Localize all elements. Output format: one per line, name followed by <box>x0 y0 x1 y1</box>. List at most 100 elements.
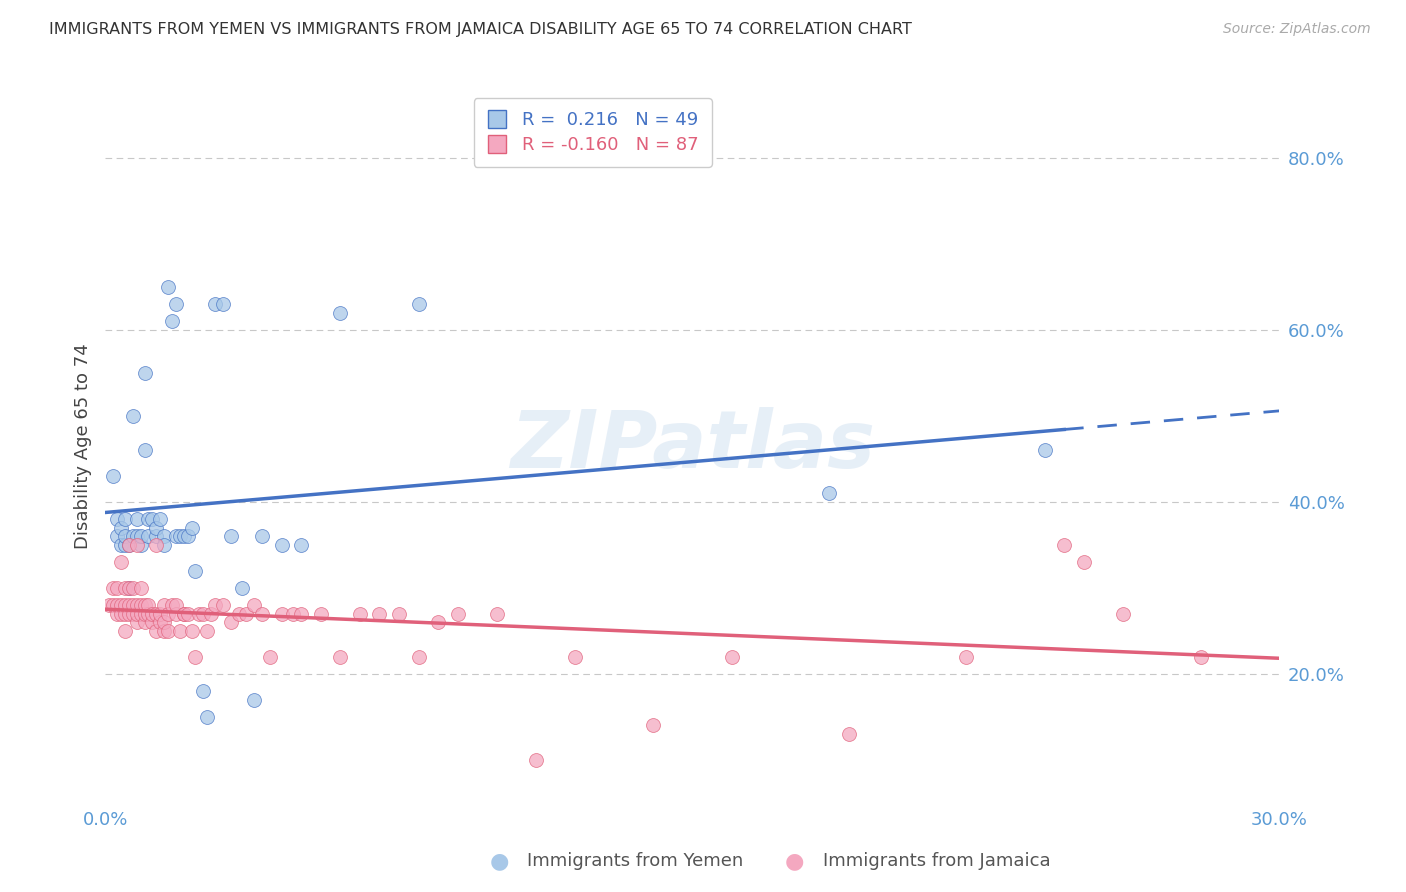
Point <box>1189 649 1212 664</box>
Point <box>169 529 191 543</box>
Point <box>446 607 468 621</box>
Point <box>176 529 198 543</box>
Point <box>103 469 125 483</box>
Point <box>427 615 450 630</box>
Point <box>1033 443 1056 458</box>
Point <box>118 538 141 552</box>
Point <box>134 607 156 621</box>
Point <box>114 607 136 621</box>
Point <box>1073 555 1095 569</box>
Point <box>114 538 136 552</box>
Point <box>103 581 125 595</box>
Point <box>157 280 180 294</box>
Point <box>145 521 167 535</box>
Point <box>204 297 226 311</box>
Legend: R =  0.216   N = 49, R = -0.160   N = 87: R = 0.216 N = 49, R = -0.160 N = 87 <box>474 98 711 167</box>
Point <box>231 581 253 595</box>
Point <box>157 624 180 638</box>
Point <box>250 529 273 543</box>
Point <box>211 598 233 612</box>
Point <box>165 529 187 543</box>
Point <box>228 607 250 621</box>
Point <box>125 615 148 630</box>
Point <box>180 624 202 638</box>
Point <box>129 607 152 621</box>
Text: IMMIGRANTS FROM YEMEN VS IMMIGRANTS FROM JAMAICA DISABILITY AGE 65 TO 74 CORRELA: IMMIGRANTS FROM YEMEN VS IMMIGRANTS FROM… <box>49 22 912 37</box>
Point <box>125 512 148 526</box>
Point <box>110 538 132 552</box>
Point <box>200 607 222 621</box>
Point <box>195 624 218 638</box>
Point <box>121 607 143 621</box>
Point <box>118 581 141 595</box>
Point <box>141 512 163 526</box>
Point <box>165 607 187 621</box>
Point <box>125 538 148 552</box>
Point <box>145 529 167 543</box>
Point <box>145 607 167 621</box>
Point <box>149 607 172 621</box>
Point <box>349 607 371 621</box>
Point <box>105 598 128 612</box>
Point <box>153 538 176 552</box>
Point <box>110 555 132 569</box>
Point <box>145 538 167 552</box>
Point <box>153 529 176 543</box>
Point <box>219 529 242 543</box>
Point <box>290 607 312 621</box>
Point <box>118 607 141 621</box>
Point <box>134 598 156 612</box>
Point <box>165 598 187 612</box>
Point <box>243 692 266 706</box>
Point <box>485 607 508 621</box>
Point <box>121 409 143 423</box>
Point <box>118 598 141 612</box>
Point <box>138 529 160 543</box>
Point <box>110 521 132 535</box>
Point <box>105 581 128 595</box>
Point <box>173 529 195 543</box>
Point <box>180 521 202 535</box>
Point <box>134 443 156 458</box>
Text: ●: ● <box>785 851 804 871</box>
Point <box>329 306 352 320</box>
Point <box>524 753 547 767</box>
Point <box>720 649 742 664</box>
Point <box>114 598 136 612</box>
Point <box>153 624 176 638</box>
Point <box>818 486 841 500</box>
Point <box>173 607 195 621</box>
Point <box>173 607 195 621</box>
Point <box>838 727 860 741</box>
Point <box>141 615 163 630</box>
Point <box>118 538 141 552</box>
Point <box>129 529 152 543</box>
Point <box>157 607 180 621</box>
Point <box>219 615 242 630</box>
Point <box>134 615 156 630</box>
Point <box>160 314 183 328</box>
Point <box>121 529 143 543</box>
Point <box>270 607 292 621</box>
Point <box>153 615 176 630</box>
Point <box>329 649 352 664</box>
Point <box>149 615 172 630</box>
Point <box>153 598 176 612</box>
Point <box>290 538 312 552</box>
Point <box>195 710 218 724</box>
Point <box>243 598 266 612</box>
Point <box>138 598 160 612</box>
Point <box>134 366 156 380</box>
Point <box>283 607 305 621</box>
Point <box>259 649 281 664</box>
Point <box>408 297 430 311</box>
Point <box>129 538 152 552</box>
Text: ●: ● <box>489 851 509 871</box>
Point <box>564 649 586 664</box>
Point <box>114 529 136 543</box>
Point <box>125 598 148 612</box>
Point <box>110 598 132 612</box>
Point <box>110 607 132 621</box>
Point <box>138 607 160 621</box>
Point <box>1053 538 1076 552</box>
